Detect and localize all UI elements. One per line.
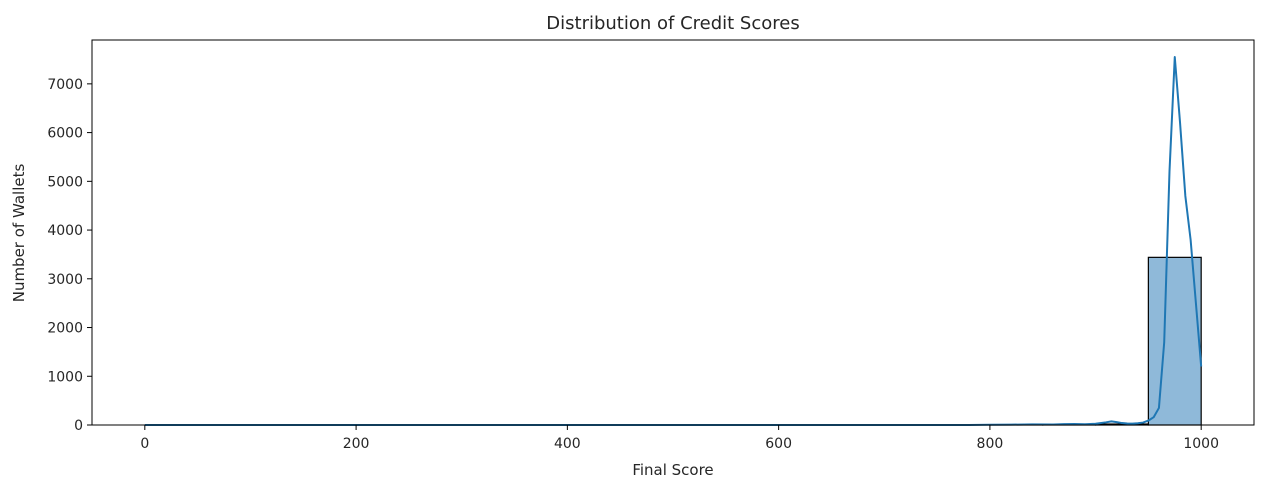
x-tick-label: 1000 <box>1183 436 1219 452</box>
x-tick-label: 200 <box>343 436 370 452</box>
histogram-bar <box>1147 256 1202 426</box>
x-axis-ticks: 0 200 400 600 800 1000 <box>140 425 1219 452</box>
x-axis-label: Final Score <box>632 461 713 479</box>
kde-layer <box>144 56 1203 426</box>
y-tick-label: 5000 <box>47 174 83 190</box>
y-tick-label: 2000 <box>47 321 83 337</box>
y-axis-label: Number of Wallets <box>10 164 28 303</box>
x-tick-label: 800 <box>977 436 1004 452</box>
y-tick-label: 6000 <box>47 126 83 142</box>
y-tick-label: 0 <box>74 418 83 434</box>
y-tick-label: 3000 <box>47 272 83 288</box>
kde-line <box>144 56 1203 426</box>
x-tick-label: 600 <box>765 436 792 452</box>
x-tick-label: 400 <box>554 436 581 452</box>
y-tick-label: 7000 <box>47 77 83 93</box>
chart-title: Distribution of Credit Scores <box>546 13 799 34</box>
plot-frame <box>91 39 1255 426</box>
y-axis-ticks: 0 1000 2000 3000 4000 5000 6000 7000 <box>47 77 92 434</box>
y-tick-label: 4000 <box>47 223 83 239</box>
x-tick-label: 0 <box>140 436 149 452</box>
y-tick-label: 1000 <box>47 369 83 385</box>
bars-layer <box>989 256 1202 426</box>
